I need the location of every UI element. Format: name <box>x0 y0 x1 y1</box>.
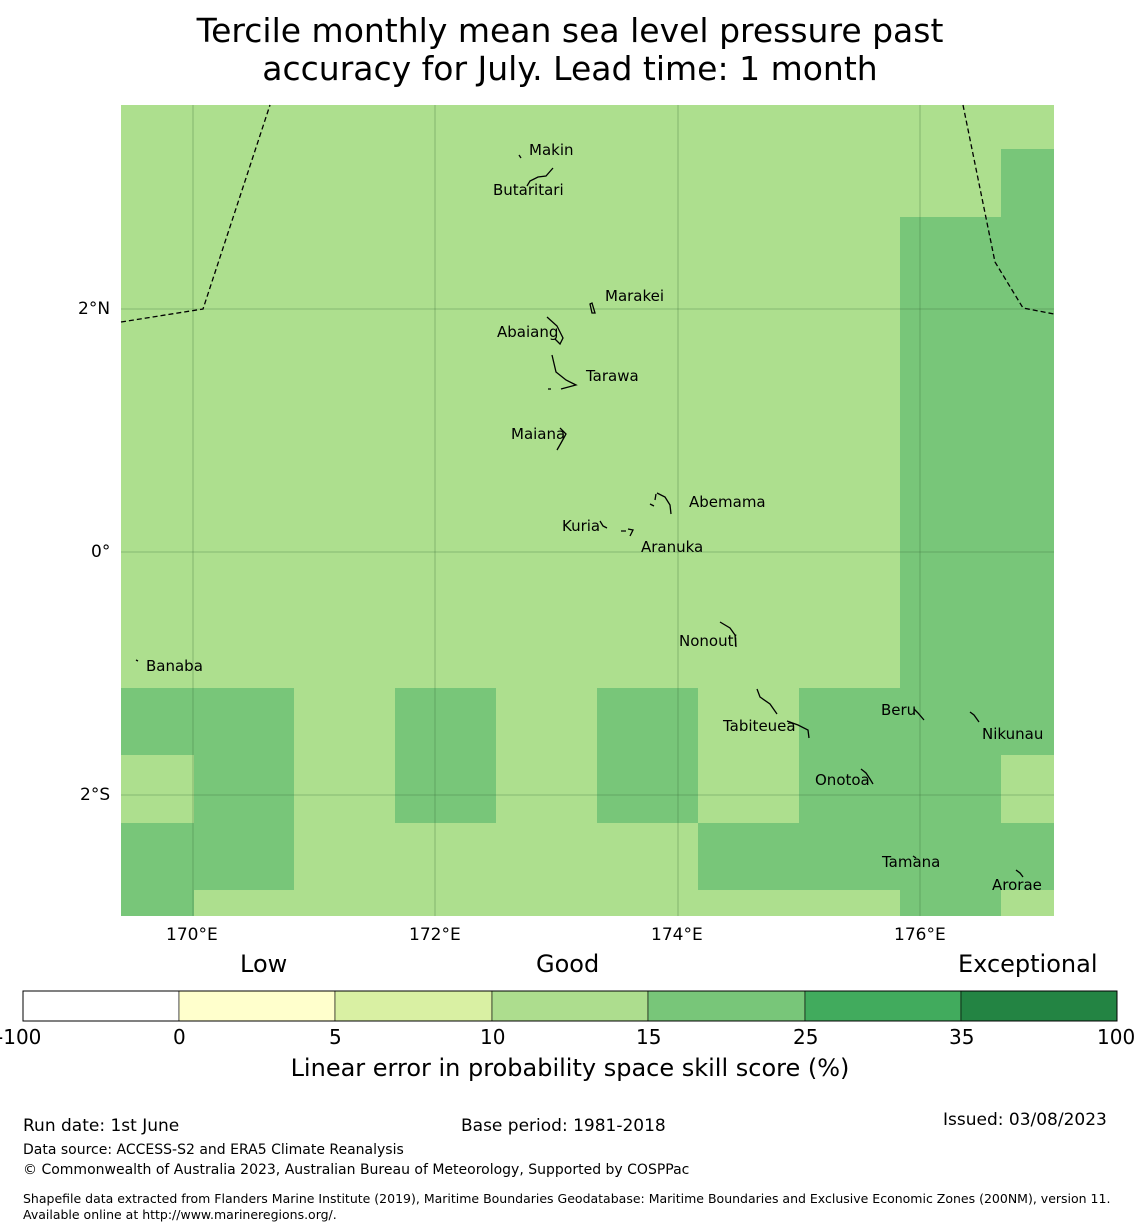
colorbar-swatch-35-100 <box>960 990 1118 1022</box>
island-label-banaba: Banaba <box>146 657 203 675</box>
island-label-tarawa: Tarawa <box>586 367 639 385</box>
island-banaba-outline <box>135 659 139 662</box>
eez-boundaries <box>120 104 1055 323</box>
lat-label-0: 0° <box>91 542 111 562</box>
skill-cell <box>194 755 294 890</box>
skill-cell <box>395 688 496 823</box>
island-beru-outline <box>913 708 925 721</box>
eez-boundary-east <box>962 104 1055 315</box>
colorbar-tick: 35 <box>949 1025 975 1049</box>
colorbar-tick: 10 <box>480 1025 506 1049</box>
skill-cell <box>698 823 799 890</box>
island-butaritari-outline <box>526 167 554 187</box>
island-nonouti-outline <box>719 621 737 648</box>
island-abemama-outline <box>649 492 672 515</box>
skill-cell <box>1001 688 1054 755</box>
island-outlines <box>135 154 1024 878</box>
category-label-good: Good <box>536 950 600 978</box>
island-label-kuria: Kuria <box>562 517 601 535</box>
island-label-makin: Makin <box>529 141 574 159</box>
island-label-aranuka: Aranuka <box>641 538 704 556</box>
skill-cell <box>121 823 194 916</box>
eez-boundary-west <box>120 104 271 323</box>
island-maiana-outline <box>556 427 567 451</box>
colorbar-swatch-0-5 <box>178 990 336 1022</box>
colorbar-swatch-5-10 <box>334 990 493 1022</box>
gridlines <box>121 105 1054 916</box>
run-date: Run date: 1st June <box>23 1116 180 1136</box>
skill-cell <box>1001 823 1054 890</box>
island-label-butaritari: Butaritari <box>493 181 564 199</box>
title-line-1: Tercile monthly mean sea level pressure … <box>196 11 944 50</box>
island-label-abemama: Abemama <box>689 493 766 511</box>
copyright: © Commonwealth of Australia 2023, Austra… <box>23 1162 690 1178</box>
colorbar-label: Linear error in probability space skill … <box>290 1054 850 1082</box>
island-tamana-outline <box>912 855 917 859</box>
island-label-tabiteuea: Tabiteuea <box>723 717 796 735</box>
colorbar-tick: -100 <box>0 1025 42 1049</box>
skill-cell <box>1001 149 1054 217</box>
island-marakei-outline <box>589 302 596 314</box>
skill-cell <box>121 688 294 755</box>
island-tabiteuea-outline <box>756 688 810 739</box>
skill-cell <box>900 890 1001 916</box>
island-label-arorae: Arorae <box>992 876 1042 894</box>
colorbar-swatch-10-15 <box>491 990 649 1022</box>
island-label-onotoa: Onotoa <box>815 771 870 789</box>
base-period: Base period: 1981-2018 <box>461 1116 666 1136</box>
island-nikunau-outline <box>969 711 980 723</box>
lon-label-170e: 170°E <box>166 925 218 945</box>
island-label-beru: Beru <box>881 701 917 719</box>
skill-cell <box>900 217 1054 688</box>
island-label-abaiang: Abaiang <box>497 323 559 341</box>
issued-date: Issued: 03/08/2023 <box>943 1110 1107 1130</box>
shapefile-credit: Shapefile data extracted from Flanders M… <box>23 1191 1111 1222</box>
category-label-low: Low <box>240 950 288 978</box>
map-title: Tercile monthly mean sea level pressure … <box>0 12 1140 88</box>
island-aranuka-outline <box>621 528 634 537</box>
colorbar-swatch-25-35 <box>804 990 962 1022</box>
lon-label-176e: 176°E <box>894 925 946 945</box>
lat-label-2s: 2°S <box>80 785 111 805</box>
colorbar-tick: 100 <box>1097 1025 1136 1049</box>
island-tarawa-outline <box>548 354 578 390</box>
colorbar-frame <box>22 990 1118 1022</box>
skill-cell <box>799 688 1001 890</box>
lon-label-172e: 172°E <box>409 925 461 945</box>
island-kuria-outline <box>599 520 608 529</box>
island-label-maiana: Maiana <box>511 425 566 443</box>
colorbar-tick: 0 <box>173 1025 186 1049</box>
island-makin-outline <box>518 154 522 159</box>
island-onotoa-outline <box>860 768 874 785</box>
colorbar-tick: 5 <box>329 1025 342 1049</box>
lat-label-2n: 2°N <box>78 299 111 319</box>
island-abaiang-outline <box>546 316 564 346</box>
island-label-tamana: Tamana <box>882 853 941 871</box>
island-label-nonouti: Nonouti <box>679 632 738 650</box>
island-label-nikunau: Nikunau <box>982 725 1044 743</box>
title-line-2: accuracy for July. Lead time: 1 month <box>262 49 878 88</box>
colorbar-swatches <box>22 990 1118 1022</box>
island-label-marakei: Marakei <box>605 287 665 305</box>
category-label-exceptional: Exceptional <box>958 950 1098 978</box>
data-source: Data source: ACCESS-S2 and ERA5 Climate … <box>23 1142 404 1158</box>
skill-cell <box>597 688 698 823</box>
colorbar-swatch-15-25 <box>647 990 806 1022</box>
colorbar-swatch-neg100-0 <box>22 990 180 1022</box>
skill-cells-15-25 <box>121 149 1054 916</box>
colorbar-tick: 15 <box>636 1025 662 1049</box>
colorbar-tick: 25 <box>793 1025 819 1049</box>
lon-label-174e: 174°E <box>651 925 703 945</box>
island-arorae-outline <box>1015 869 1024 878</box>
